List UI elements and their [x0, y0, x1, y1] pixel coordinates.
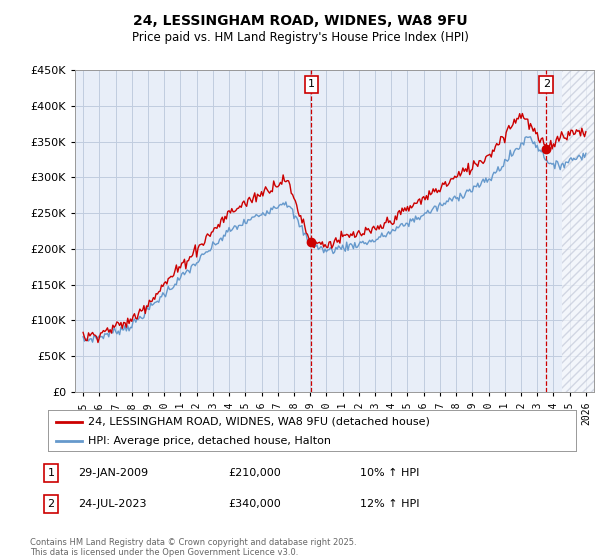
Bar	[562, 70, 594, 392]
Text: 10% ↑ HPI: 10% ↑ HPI	[360, 468, 419, 478]
Text: 12% ↑ HPI: 12% ↑ HPI	[360, 499, 419, 509]
Text: 29-JAN-2009: 29-JAN-2009	[78, 468, 148, 478]
Text: £210,000: £210,000	[228, 468, 281, 478]
Text: 24, LESSINGHAM ROAD, WIDNES, WA8 9FU (detached house): 24, LESSINGHAM ROAD, WIDNES, WA8 9FU (de…	[88, 417, 430, 427]
Text: 1: 1	[308, 80, 315, 89]
Text: 1: 1	[47, 468, 55, 478]
Text: Price paid vs. HM Land Registry's House Price Index (HPI): Price paid vs. HM Land Registry's House …	[131, 31, 469, 44]
Text: 24, LESSINGHAM ROAD, WIDNES, WA8 9FU: 24, LESSINGHAM ROAD, WIDNES, WA8 9FU	[133, 14, 467, 28]
Text: 2: 2	[47, 499, 55, 509]
Text: 2: 2	[543, 80, 550, 89]
Text: Contains HM Land Registry data © Crown copyright and database right 2025.
This d: Contains HM Land Registry data © Crown c…	[30, 538, 356, 557]
Text: £340,000: £340,000	[228, 499, 281, 509]
Text: HPI: Average price, detached house, Halton: HPI: Average price, detached house, Halt…	[88, 436, 331, 446]
Text: 24-JUL-2023: 24-JUL-2023	[78, 499, 146, 509]
Bar	[562, 70, 594, 392]
